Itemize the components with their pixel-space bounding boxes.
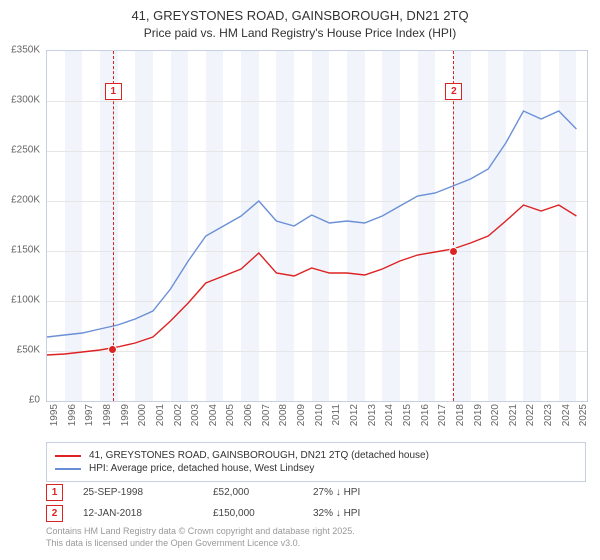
marker-row-price: £150,000 xyxy=(213,508,293,519)
marker-row: 2 12-JAN-2018 £150,000 32% ↓ HPI xyxy=(46,505,586,522)
marker-dot xyxy=(108,345,117,354)
marker-row-delta: 27% ↓ HPI xyxy=(313,487,413,498)
gridline xyxy=(47,151,587,152)
chart-container: 41, GREYSTONES ROAD, GAINSBOROUGH, DN21 … xyxy=(0,0,600,560)
legend-row: HPI: Average price, detached house, West… xyxy=(55,463,577,474)
gridline xyxy=(47,201,587,202)
x-tick-label: 2016 xyxy=(420,404,431,426)
x-tick-label: 2023 xyxy=(543,404,554,426)
x-tick-label: 2005 xyxy=(225,404,236,426)
x-tick-label: 2022 xyxy=(525,404,536,426)
marker-badge: 1 xyxy=(105,83,122,100)
year-shade xyxy=(347,51,365,401)
x-tick-label: 2021 xyxy=(508,404,519,426)
gridline xyxy=(47,301,587,302)
x-tick-label: 2019 xyxy=(473,404,484,426)
marker-row-badge: 2 xyxy=(46,505,63,522)
x-tick-label: 1998 xyxy=(102,404,113,426)
x-tick-label: 2024 xyxy=(561,404,572,426)
y-axis: £0£50K£100K£150K£200K£250K£300K£350K xyxy=(0,50,44,400)
gridline xyxy=(47,251,587,252)
x-tick-label: 1999 xyxy=(120,404,131,426)
x-tick-label: 1995 xyxy=(49,404,60,426)
marker-badge: 2 xyxy=(445,83,462,100)
year-shade xyxy=(382,51,400,401)
x-tick-label: 2008 xyxy=(278,404,289,426)
x-tick-label: 2013 xyxy=(367,404,378,426)
year-shade xyxy=(453,51,471,401)
year-shade xyxy=(312,51,330,401)
marker-row: 1 25-SEP-1998 £52,000 27% ↓ HPI xyxy=(46,484,586,501)
x-tick-label: 1996 xyxy=(67,404,78,426)
x-tick-label: 2004 xyxy=(208,404,219,426)
x-tick-label: 2012 xyxy=(349,404,360,426)
year-shade xyxy=(276,51,294,401)
marker-dot xyxy=(449,247,458,256)
marker-row-delta: 32% ↓ HPI xyxy=(313,508,413,519)
x-tick-label: 2010 xyxy=(314,404,325,426)
year-shade xyxy=(418,51,436,401)
x-tick-label: 2001 xyxy=(155,404,166,426)
year-shade xyxy=(206,51,224,401)
gridline xyxy=(47,351,587,352)
plot-area: 12 xyxy=(46,50,588,402)
year-shade xyxy=(135,51,153,401)
footer-line-1: Contains HM Land Registry data © Crown c… xyxy=(46,526,586,538)
year-shade xyxy=(241,51,259,401)
y-tick-label: £50K xyxy=(17,345,40,356)
footer-line-2: This data is licensed under the Open Gov… xyxy=(46,538,586,550)
year-shade xyxy=(171,51,189,401)
legend-swatch xyxy=(55,468,81,470)
legend-label: HPI: Average price, detached house, West… xyxy=(89,463,314,474)
y-tick-label: £0 xyxy=(29,395,40,406)
x-tick-label: 2015 xyxy=(402,404,413,426)
marker-row-badge: 1 xyxy=(46,484,63,501)
chart-subtitle: Price paid vs. HM Land Registry's House … xyxy=(0,26,600,40)
x-axis: 1995 1996 1997 1998 1999 2000 2001 2002 2003 2004… xyxy=(46,402,586,442)
y-tick-label: £250K xyxy=(11,145,40,156)
x-tick-label: 2009 xyxy=(296,404,307,426)
y-tick-label: £300K xyxy=(11,95,40,106)
x-tick-label: 2017 xyxy=(437,404,448,426)
x-tick-label: 2000 xyxy=(137,404,148,426)
year-shade xyxy=(488,51,506,401)
x-tick-label: 2025 xyxy=(578,404,589,426)
year-shade xyxy=(65,51,83,401)
y-tick-label: £100K xyxy=(11,295,40,306)
x-tick-label: 2018 xyxy=(455,404,466,426)
titles: 41, GREYSTONES ROAD, GAINSBOROUGH, DN21 … xyxy=(0,0,600,40)
x-tick-label: 2014 xyxy=(384,404,395,426)
x-tick-label: 2002 xyxy=(173,404,184,426)
y-tick-label: £350K xyxy=(11,45,40,56)
x-tick-label: 2020 xyxy=(490,404,501,426)
gridline xyxy=(47,101,587,102)
legend-row: 41, GREYSTONES ROAD, GAINSBOROUGH, DN21 … xyxy=(55,450,577,461)
legend-swatch xyxy=(55,455,81,457)
marker-row-date: 12-JAN-2018 xyxy=(83,508,193,519)
marker-row-date: 25-SEP-1998 xyxy=(83,487,193,498)
chart-title: 41, GREYSTONES ROAD, GAINSBOROUGH, DN21 … xyxy=(0,8,600,23)
x-tick-label: 2007 xyxy=(261,404,272,426)
x-tick-label: 2006 xyxy=(243,404,254,426)
y-tick-label: £200K xyxy=(11,195,40,206)
x-tick-label: 2003 xyxy=(190,404,201,426)
legend: 41, GREYSTONES ROAD, GAINSBOROUGH, DN21 … xyxy=(46,442,586,482)
footer: Contains HM Land Registry data © Crown c… xyxy=(46,526,586,549)
y-tick-label: £150K xyxy=(11,245,40,256)
year-shade xyxy=(523,51,541,401)
x-tick-label: 2011 xyxy=(331,404,342,426)
marker-line xyxy=(453,51,454,401)
marker-row-price: £52,000 xyxy=(213,487,293,498)
markers-table: 1 25-SEP-1998 £52,000 27% ↓ HPI 2 12-JAN-2018… xyxy=(46,484,586,526)
x-tick-label: 1997 xyxy=(84,404,95,426)
legend-label: 41, GREYSTONES ROAD, GAINSBOROUGH, DN21 … xyxy=(89,450,429,461)
year-shade xyxy=(559,51,577,401)
